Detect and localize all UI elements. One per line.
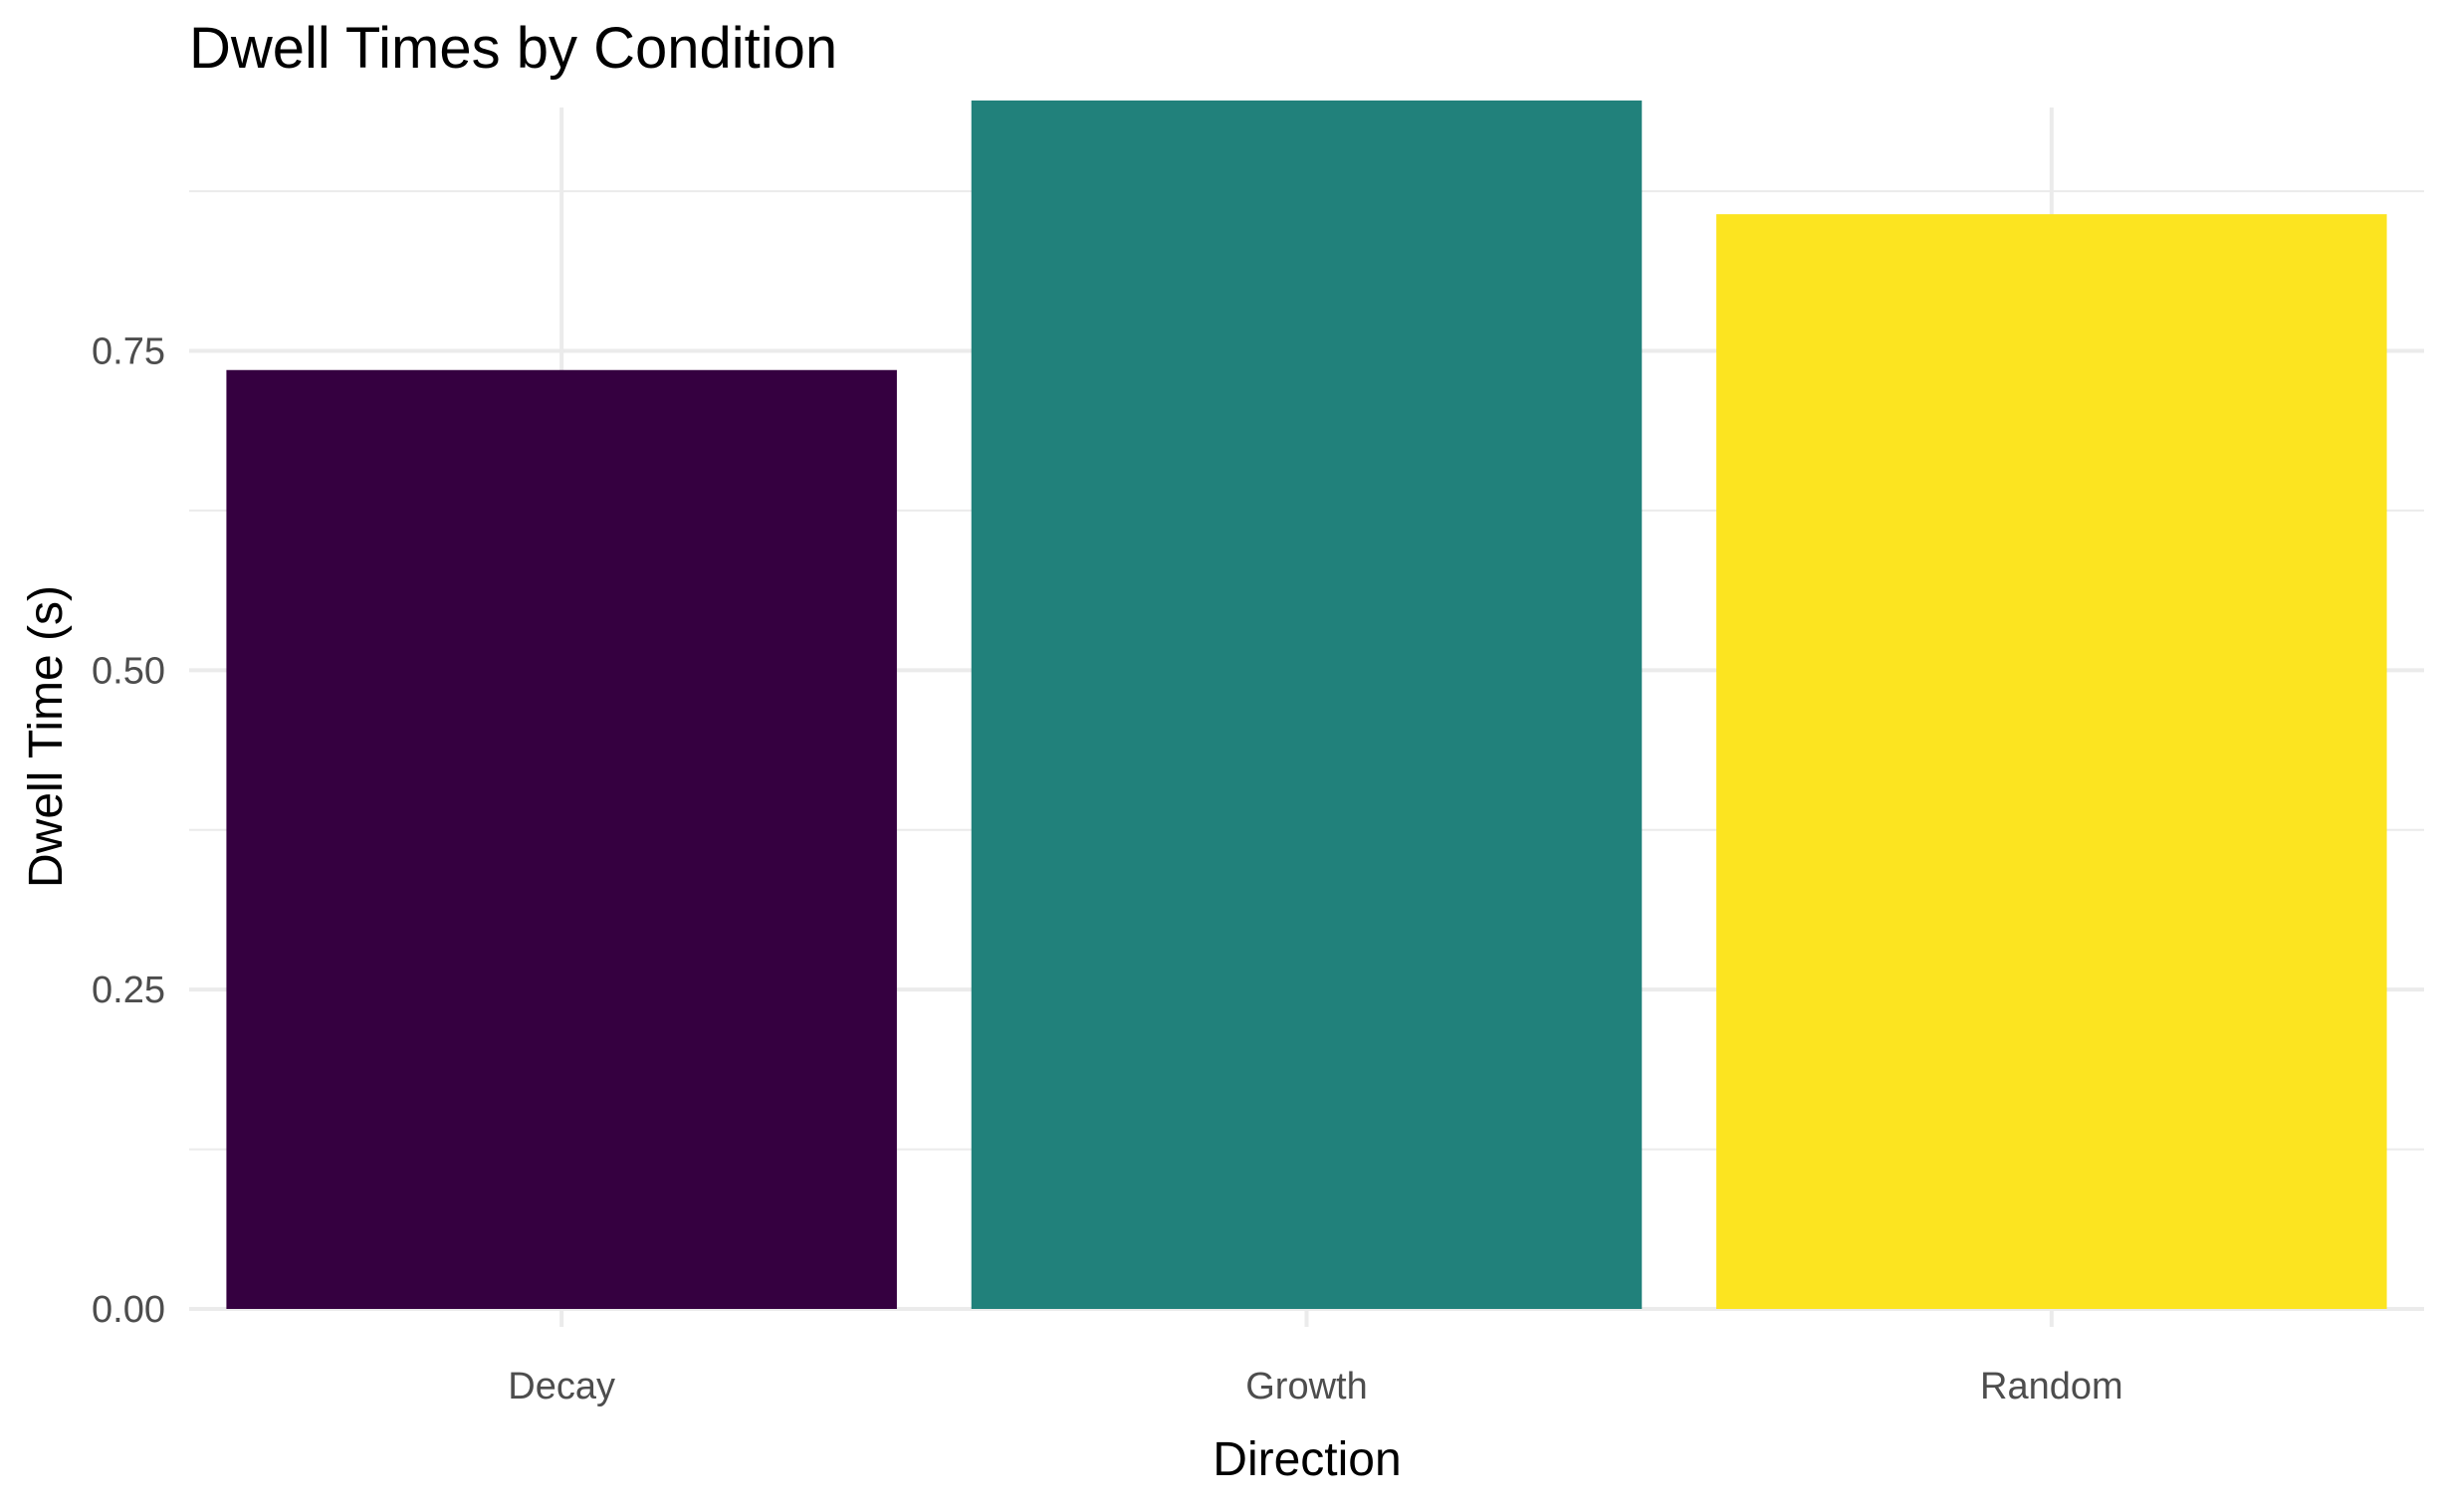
x-tick-label: Decay <box>508 1366 615 1407</box>
bar-decay <box>226 369 897 1309</box>
x-axis-label: Direction <box>1213 1433 1401 1486</box>
x-tick-labels: Decay Growth Random <box>508 1366 2122 1407</box>
bar-random <box>1716 214 2387 1309</box>
y-tick-label: 0.25 <box>92 970 165 1011</box>
y-axis-label: Dwell Time (s) <box>20 585 73 888</box>
x-tick-label: Random <box>1980 1366 2123 1407</box>
bar-growth <box>971 100 1643 1309</box>
x-tick-label: Growth <box>1245 1366 1367 1407</box>
chart-title: Dwell Times by Condition <box>189 16 837 81</box>
y-tick-labels: 0.00 0.25 0.50 0.75 <box>92 331 165 1332</box>
bars <box>226 100 2387 1309</box>
y-tick-label: 0.75 <box>92 331 165 373</box>
y-tick-label: 0.00 <box>92 1289 165 1331</box>
y-tick-label: 0.50 <box>92 650 165 692</box>
